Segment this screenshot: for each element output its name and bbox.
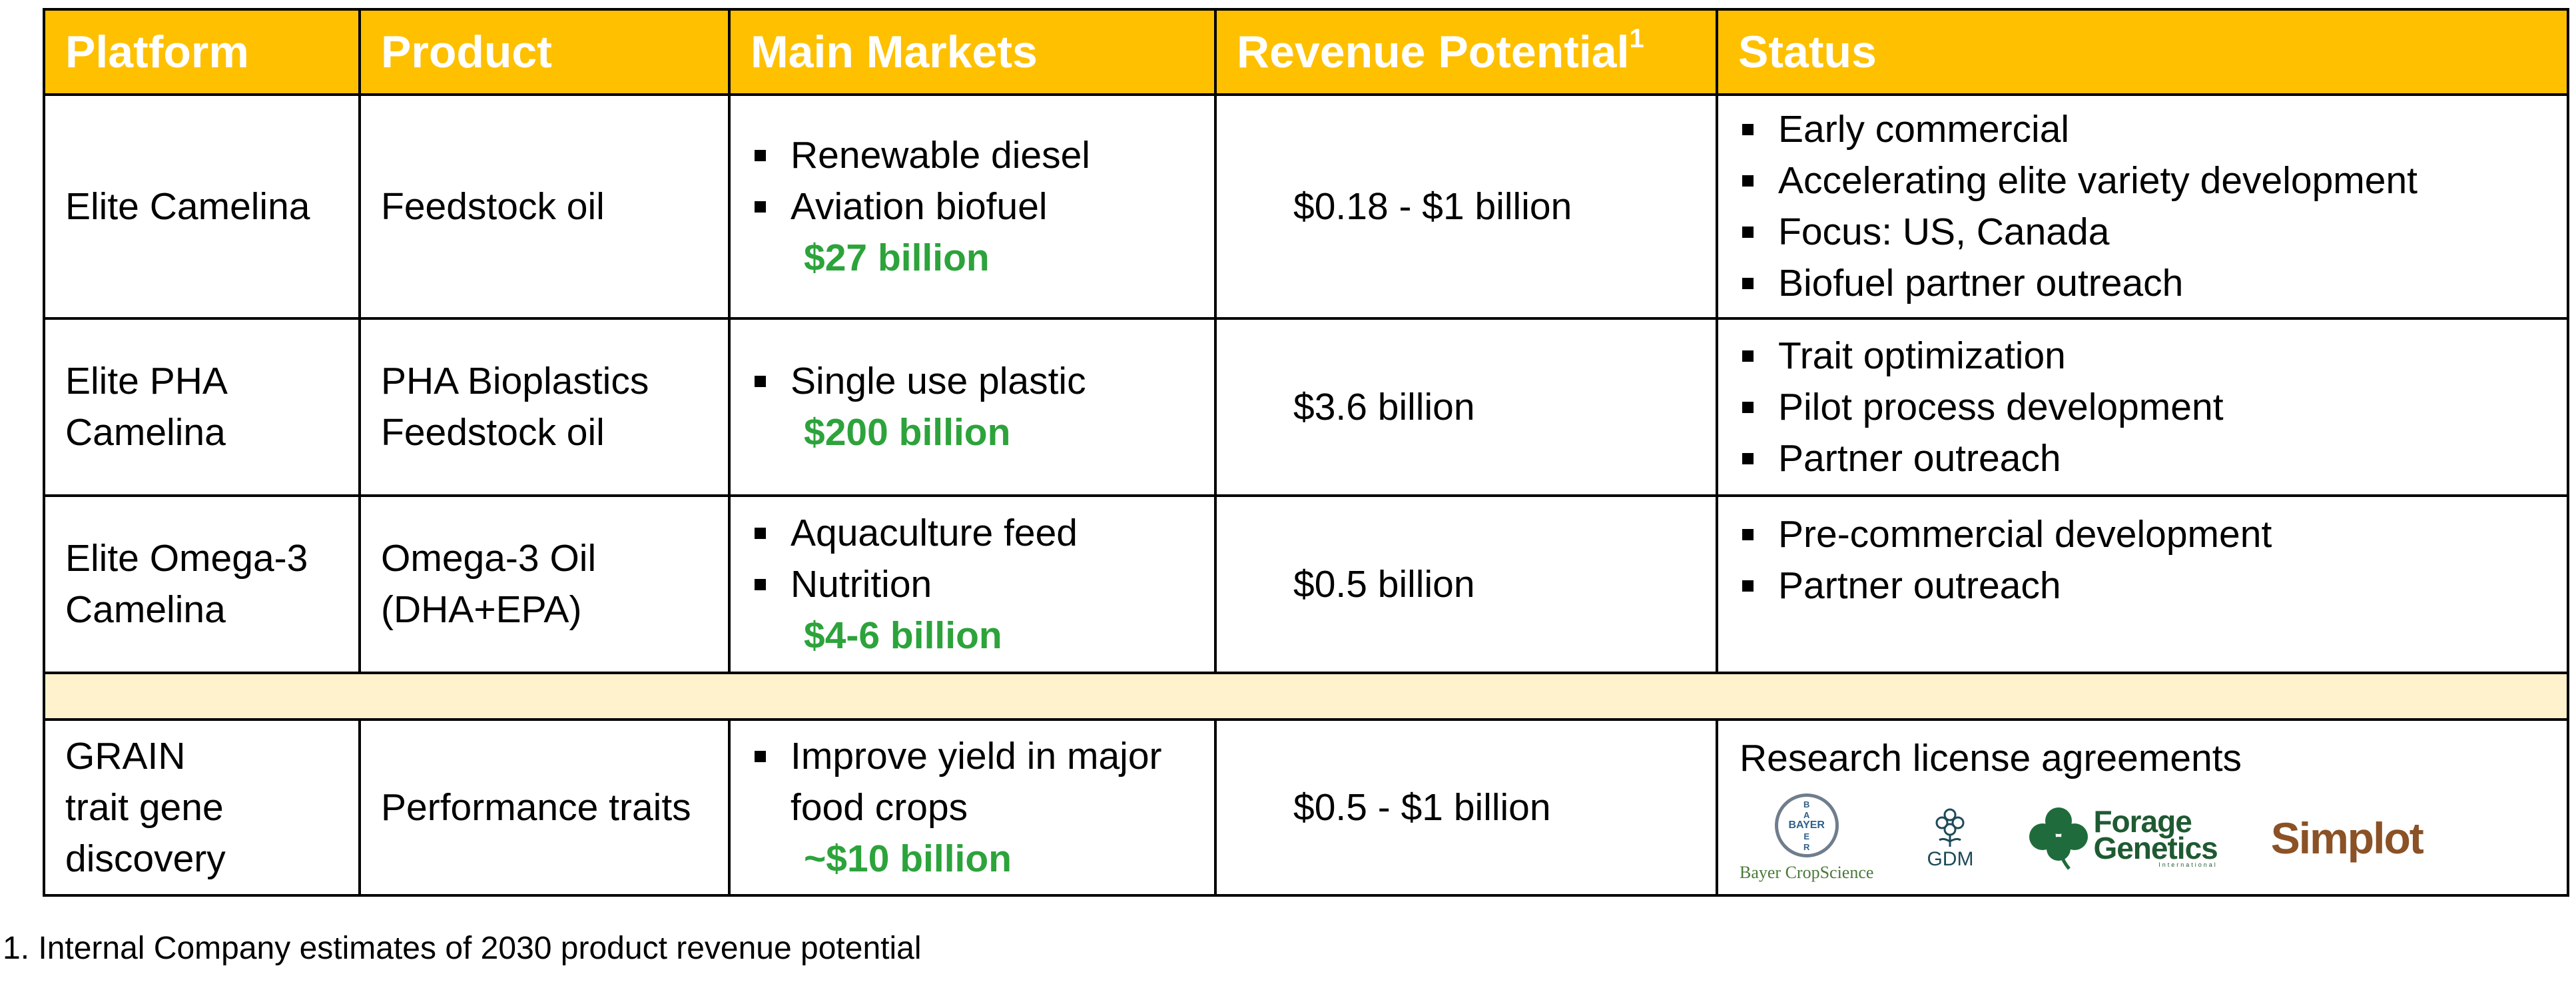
market-line: Improve yield in major xyxy=(791,734,1162,777)
status-cell: Pre-commercial development Partner outre… xyxy=(1716,494,2569,674)
spacer-row xyxy=(43,672,2569,721)
market-size: $4-6 billion xyxy=(804,614,1002,657)
markets-cell: Renewable diesel Aviation biofuel $27 bi… xyxy=(728,93,1217,320)
status-cell: Early commercial Accelerating elite vari… xyxy=(1716,93,2569,320)
status-list: Early commercial Accelerating elite vari… xyxy=(1738,104,2567,309)
header-revenue-potential: Revenue Potential1 xyxy=(1214,8,1718,96)
product-cell: Performance traits xyxy=(358,718,731,897)
status-list: Pre-commercial development Partner outre… xyxy=(1738,509,2567,612)
markets-list: Aquaculture feed Nutrition xyxy=(751,508,1214,610)
simplot-logo: Simplot xyxy=(2270,813,2424,863)
list-item: Pre-commercial development xyxy=(1738,509,2567,560)
forage-line1: Forage xyxy=(2093,804,2192,839)
list-item: Early commercial xyxy=(1738,104,2567,155)
list-item: Partner outreach xyxy=(1738,560,2567,612)
platform-line: Elite Omega-3 xyxy=(65,537,308,580)
list-item: Trait optimization xyxy=(1738,330,2567,382)
status-cell: Trait optimization Pilot process develop… xyxy=(1716,317,2569,497)
header-product: Product xyxy=(358,8,731,96)
market-size: ~$10 billion xyxy=(804,837,1012,880)
product-line: (DHA+EPA) xyxy=(381,588,582,631)
forage-sub: International xyxy=(2158,861,2218,868)
platform-line: Camelina xyxy=(65,411,226,454)
list-item: Aviation biofuel xyxy=(751,181,1214,233)
product-cell: Feedstock oil xyxy=(358,93,731,320)
markets-list: Single use plastic xyxy=(751,356,1214,407)
markets-cell: Single use plastic $200 billion xyxy=(728,317,1217,497)
list-item: Single use plastic xyxy=(751,356,1214,407)
header-main-markets: Main Markets xyxy=(728,8,1217,96)
list-item: Renewable diesel xyxy=(751,130,1214,181)
market-line: food crops xyxy=(791,785,968,829)
gdm-text: GDM xyxy=(1927,848,1974,870)
product-line: Feedstock oil xyxy=(381,411,605,454)
status-cell: Research license agreements BAYER BAYER … xyxy=(1716,718,2569,897)
revenue-cell: $0.5 billion xyxy=(1214,494,1718,674)
header-revenue-footnote-mark: 1 xyxy=(1629,24,1644,54)
markets-cell: Aquaculture feed Nutrition $4-6 billion xyxy=(728,494,1217,674)
forage-line2: Genetics xyxy=(2093,831,2218,865)
product-line: PHA Bioplastics xyxy=(381,360,649,402)
markets-cell: Improve yield in major food crops ~$10 b… xyxy=(728,718,1217,897)
platform-cell: Elite PHA Camelina xyxy=(43,317,361,497)
list-item: Focus: US, Canada xyxy=(1738,207,2567,258)
table-row: Elite Camelina Feedstock oil Renewable d… xyxy=(43,93,2569,320)
product-cell: PHA Bioplastics Feedstock oil xyxy=(358,317,731,497)
list-item: Pilot process development xyxy=(1738,382,2567,433)
platform-line: GRAIN xyxy=(65,734,186,777)
list-item: Accelerating elite variety development xyxy=(1738,155,2567,207)
platform-cell: Elite Camelina xyxy=(43,93,361,320)
platform-line: discovery xyxy=(65,837,226,880)
list-item: Improve yield in major food crops xyxy=(751,731,1214,833)
bayer-caption: Bayer CropScience xyxy=(1740,863,1874,882)
table-row: Elite PHA Camelina PHA Bioplastics Feeds… xyxy=(43,317,2569,497)
revenue-cell: $0.18 - $1 billion xyxy=(1214,93,1718,320)
platform-line: Camelina xyxy=(65,588,226,631)
footnote: 1. Internal Company estimates of 2030 pr… xyxy=(3,931,922,966)
revenue-cell: $0.5 - $1 billion xyxy=(1214,718,1718,897)
platform-line: Elite PHA xyxy=(65,360,228,402)
table-row: Elite Omega-3 Camelina Omega-3 Oil (DHA+… xyxy=(43,494,2569,674)
spacer-cell xyxy=(43,672,2569,721)
list-item: Partner outreach xyxy=(1738,433,2567,484)
forage-wordmark: Forage Genetics International xyxy=(2093,804,2218,868)
list-item: Biofuel partner outreach xyxy=(1738,258,2567,309)
markets-list: Renewable diesel Aviation biofuel xyxy=(751,130,1214,233)
gdm-logo: GDM xyxy=(1927,805,1973,871)
product-line: Omega-3 Oil xyxy=(381,537,597,580)
revenue-cell: $3.6 billion xyxy=(1214,317,1718,497)
table-row: GRAIN trait gene discovery Performance t… xyxy=(43,718,2569,897)
forage-genetics-logo: Forage Genetics International xyxy=(2027,804,2218,870)
bayer-cross-icon: BAYER BAYER xyxy=(1774,793,1839,857)
header-revenue-label: Revenue Potential xyxy=(1237,27,1630,77)
clover-leaf-icon xyxy=(2029,807,2089,870)
pipeline-table: Platform Product Main Markets Revenue Po… xyxy=(43,8,2569,897)
market-size: $200 billion xyxy=(804,411,1011,454)
bayer-logo: BAYER BAYER Bayer CropScience xyxy=(1740,793,1873,883)
market-size: $27 billion xyxy=(804,236,990,279)
status-title: Research license agreements xyxy=(1740,737,2242,779)
platform-cell: Elite Omega-3 Camelina xyxy=(43,494,361,674)
list-item: Nutrition xyxy=(751,559,1214,610)
list-item: Aquaculture feed xyxy=(751,508,1214,559)
product-cell: Omega-3 Oil (DHA+EPA) xyxy=(358,494,731,674)
partner-logos: BAYER BAYER Bayer CropScience xyxy=(1740,793,2567,883)
platform-cell: GRAIN trait gene discovery xyxy=(43,718,361,897)
markets-list: Improve yield in major food crops xyxy=(751,731,1214,833)
header-platform: Platform xyxy=(43,8,361,96)
header-row: Platform Product Main Markets Revenue Po… xyxy=(43,8,2569,96)
bayer-horizontal-text: BAYER xyxy=(1787,819,1826,831)
pipeline-table-wrapper: Platform Product Main Markets Revenue Po… xyxy=(43,8,2569,897)
status-list: Trait optimization Pilot process develop… xyxy=(1738,330,2567,484)
gdm-plant-icon xyxy=(1935,808,1965,847)
header-status: Status xyxy=(1716,8,2569,96)
platform-line: trait gene xyxy=(65,785,224,829)
